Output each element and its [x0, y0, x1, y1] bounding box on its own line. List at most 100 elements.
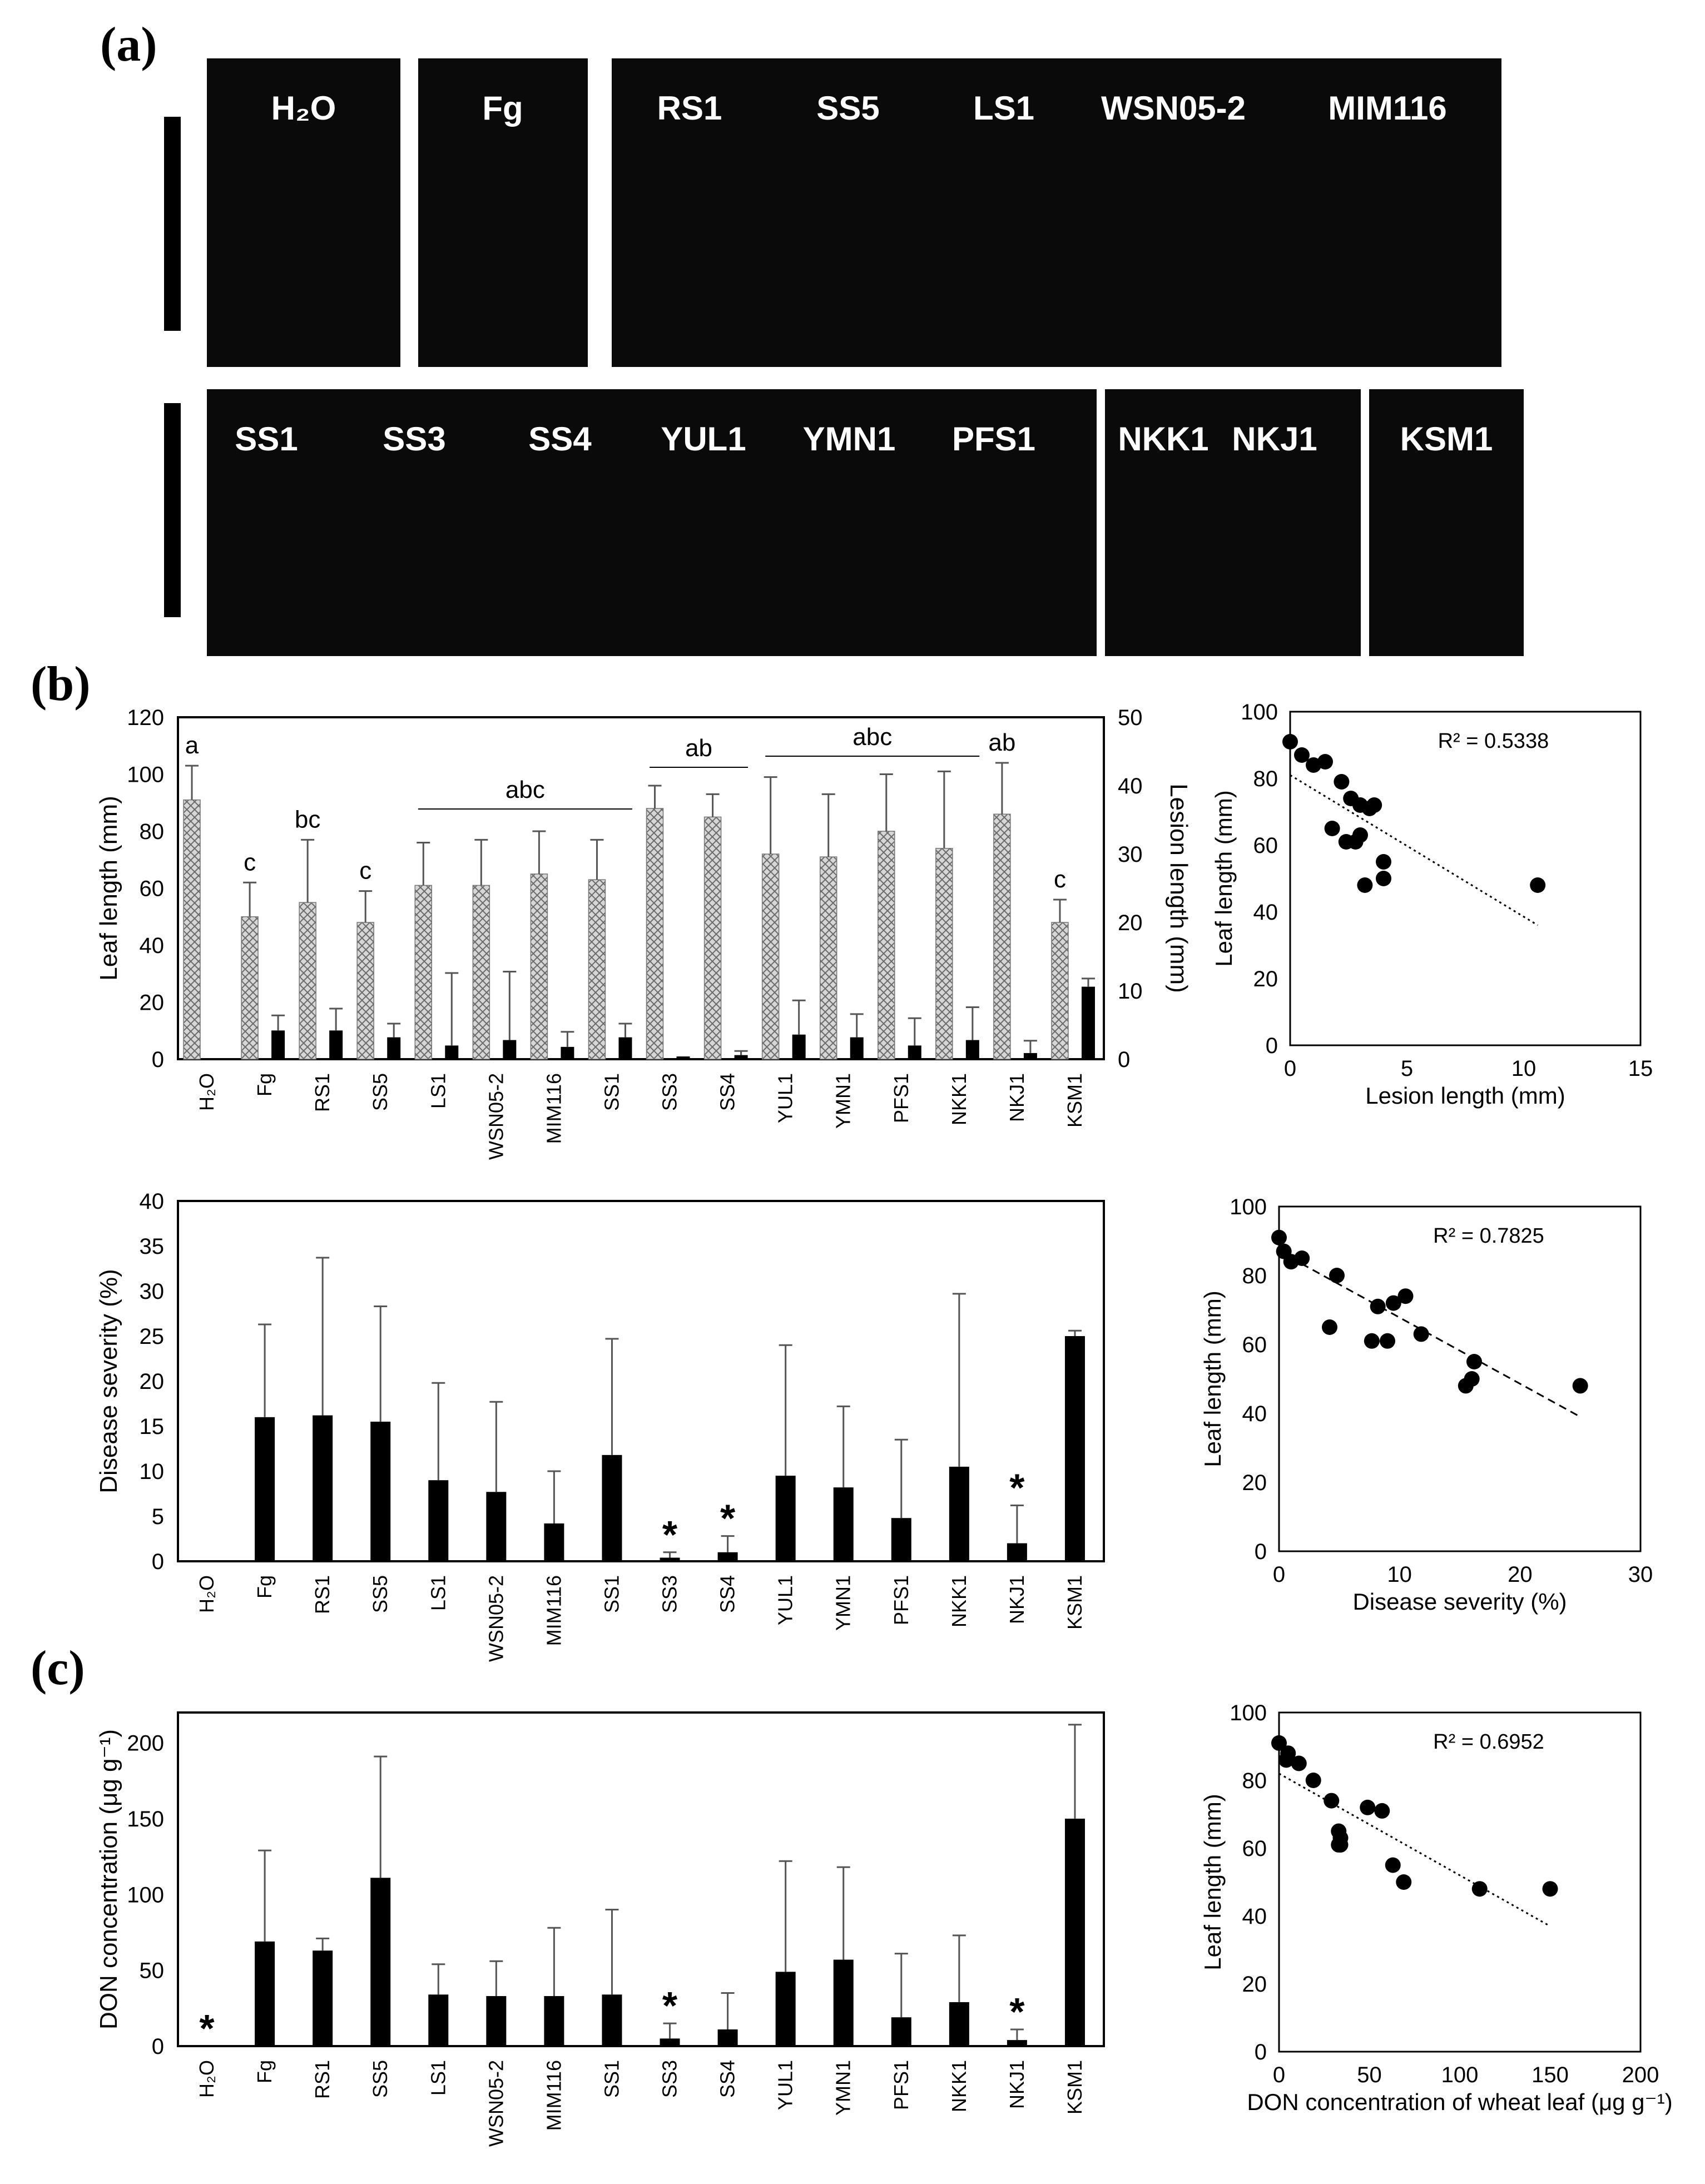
x-tick-label: YMN1: [832, 1073, 855, 1129]
photo-ksm1: KSM1: [1369, 389, 1524, 656]
y2-tick-label: 30: [1118, 842, 1143, 867]
x-tick-label: RS1: [311, 1575, 334, 1614]
bar: [1064, 1336, 1085, 1561]
bar: [544, 1523, 564, 1561]
significance-letter: a: [185, 732, 199, 759]
photo-label: PFS1: [951, 420, 1036, 458]
x-tick-label: YMN1: [832, 2060, 855, 2116]
bar: [717, 1552, 738, 1561]
x-tick-label: 10: [1511, 1056, 1537, 1081]
bar: [949, 1466, 969, 1561]
photo-label: Fg: [482, 90, 523, 127]
bar: [544, 1996, 564, 2046]
x-tick-label: H₂O: [195, 1073, 218, 1111]
leaf-length-bar: [761, 853, 780, 1060]
y-tick-label: 20: [1253, 967, 1278, 991]
photo-label: SS3: [383, 420, 446, 458]
x-tick-label: MIM116: [542, 1575, 565, 1646]
y-tick-label: 80: [1253, 767, 1278, 791]
lesion-length-bar: [908, 1045, 921, 1059]
x-tick-label: SS5: [369, 1575, 391, 1613]
y-tick-label: 0: [1255, 1540, 1267, 1564]
lesion-length-bar: [850, 1037, 864, 1059]
x-tick-label: KSM1: [1063, 1073, 1086, 1128]
y-tick-label: 40: [1242, 1904, 1267, 1929]
x-tick-label: 5: [1401, 1056, 1413, 1081]
data-point: [1280, 1745, 1296, 1761]
photo-label: LS1: [973, 90, 1035, 127]
lesion-length-bar: [445, 1045, 459, 1059]
y-tick-label: 100: [1241, 700, 1278, 724]
lesion-length-bar: [792, 1034, 806, 1059]
trend-line: [1290, 774, 1538, 926]
y-tick-label: 100: [1230, 1701, 1267, 1725]
data-point: [1271, 1735, 1287, 1751]
bar: [717, 2029, 738, 2046]
y-axis-label: Leaf length (mm): [95, 796, 122, 981]
data-point: [1306, 757, 1321, 773]
x-tick-label: LS1: [427, 1575, 449, 1611]
significance-star: *: [662, 1984, 678, 2027]
y-tick-label: 0: [152, 2034, 164, 2059]
significance-letter: c: [1054, 866, 1066, 893]
leaf-length-bar: [241, 916, 259, 1060]
x-tick-label: 15: [1628, 1056, 1653, 1081]
x-tick-label: 0: [1284, 1056, 1296, 1081]
leaf-length-bar: [414, 885, 433, 1060]
x-tick-label: LS1: [427, 2060, 449, 2096]
scale-bar-top: [164, 117, 181, 331]
x-tick-label: SS5: [369, 1073, 391, 1111]
data-point: [1471, 1881, 1488, 1897]
y2-tick-label: 40: [1118, 774, 1143, 798]
x-tick-label: H₂O: [195, 2060, 218, 2098]
y2-tick-label: 20: [1118, 911, 1143, 935]
x-tick-label: SS1: [600, 2060, 623, 2098]
significance-star: *: [1009, 1990, 1025, 2033]
leaf-length-bar: [1051, 922, 1069, 1060]
data-point: [1370, 1298, 1386, 1314]
y-axis-label: Disease severity (%): [95, 1269, 122, 1493]
y-tick-label: 200: [127, 1731, 164, 1756]
y2-tick-label: 10: [1118, 979, 1143, 1004]
significance-letter: ab: [685, 734, 712, 762]
y-tick-label: 20: [140, 1369, 165, 1394]
data-point: [1385, 1857, 1401, 1873]
leaf-length-bar: [530, 873, 548, 1060]
lesion-length-bar: [734, 1055, 748, 1059]
y-tick-label: 5: [152, 1505, 164, 1529]
photo-label: NKJ1: [1232, 420, 1317, 458]
x-tick-label: SS4: [716, 1575, 739, 1613]
data-point: [1332, 1836, 1349, 1853]
trend-line: [1278, 1250, 1581, 1418]
y-tick-label: 60: [1242, 1333, 1267, 1357]
lesion-length-bar: [503, 1040, 517, 1059]
bar: [370, 1421, 391, 1561]
y2-axis-label: Lesion length (mm): [1165, 783, 1192, 993]
bar: [833, 1959, 854, 2046]
significance-letter: bc: [295, 806, 320, 833]
y-axis-label: Leaf length (mm): [1200, 1290, 1226, 1467]
lesion-length-bar: [676, 1056, 690, 1059]
x-tick-label: NKK1: [948, 1073, 970, 1125]
x-tick-label: NKJ1: [1005, 2060, 1028, 2109]
x-tick-label: YUL1: [774, 1073, 797, 1123]
photo-label: WSN05-2: [1101, 90, 1246, 127]
x-tick-label: SS4: [716, 1073, 739, 1111]
bar: [775, 1476, 796, 1561]
leaf-length-bar: [878, 831, 895, 1060]
x-tick-label: 0: [1273, 2063, 1285, 2087]
x-tick-label: 30: [1628, 1562, 1653, 1587]
leaf-length-bar: [993, 813, 1011, 1060]
y2-tick-label: 50: [1118, 706, 1143, 730]
data-point: [1413, 1326, 1429, 1342]
plot-frame: [1278, 1711, 1642, 2053]
bar: [428, 1994, 449, 2046]
bar: [602, 1455, 622, 1561]
y-tick-label: 0: [152, 1550, 164, 1574]
y-tick-label: 25: [140, 1324, 165, 1349]
x-tick-label: NKJ1: [1005, 1073, 1028, 1122]
x-tick-label: PFS1: [890, 1575, 913, 1625]
plot-frame: [1289, 711, 1642, 1046]
x-tick-label: 150: [1531, 2063, 1569, 2087]
photo-label: KSM1: [1400, 420, 1493, 458]
